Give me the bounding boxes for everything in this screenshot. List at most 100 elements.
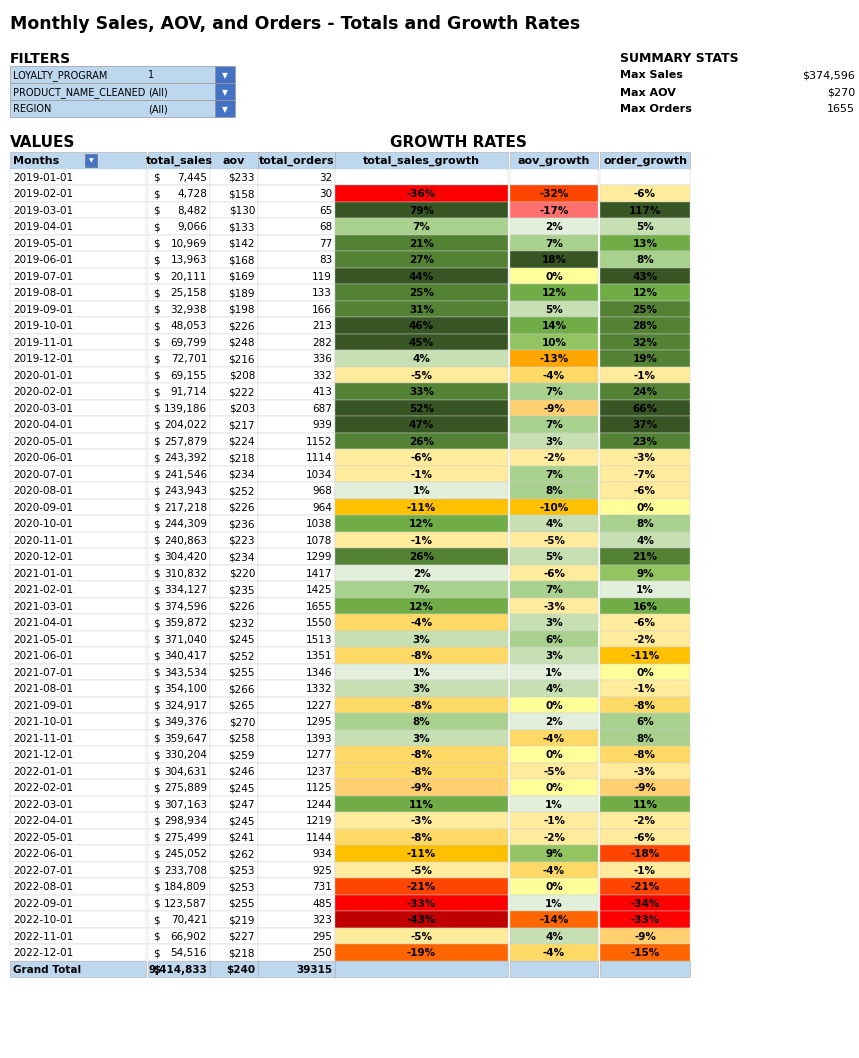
Text: 12%: 12%	[632, 288, 657, 298]
Text: $: $	[153, 487, 160, 496]
Bar	[335, 218, 508, 235]
Bar	[510, 400, 598, 416]
Bar	[510, 811, 598, 828]
Bar	[335, 268, 508, 284]
Bar	[600, 449, 690, 466]
Text: 245,052: 245,052	[164, 850, 207, 859]
Bar	[600, 878, 690, 894]
Bar	[258, 730, 335, 746]
Text: $: $	[153, 850, 160, 859]
Text: $233: $233	[228, 172, 255, 183]
Bar	[148, 201, 210, 218]
Text: 19%: 19%	[632, 354, 657, 364]
Text: 12%: 12%	[409, 602, 434, 612]
Text: -11%: -11%	[407, 503, 436, 513]
Text: $255: $255	[228, 898, 255, 909]
Bar	[148, 746, 210, 763]
Bar	[258, 317, 335, 333]
Text: 2019-10-01: 2019-10-01	[13, 322, 73, 331]
Text: 13%: 13%	[632, 239, 657, 249]
Text: 12%: 12%	[541, 288, 566, 298]
Bar	[335, 811, 508, 828]
Bar	[148, 598, 210, 614]
Bar	[600, 911, 690, 928]
Text: 240,863: 240,863	[164, 535, 207, 546]
Bar	[510, 861, 598, 878]
Text: -1%: -1%	[634, 685, 656, 694]
Bar	[600, 317, 690, 333]
Bar	[600, 647, 690, 663]
Bar	[258, 268, 335, 284]
Text: 8,482: 8,482	[177, 205, 207, 216]
Text: 1346: 1346	[306, 668, 332, 678]
Text: $: $	[153, 535, 160, 546]
Bar	[148, 696, 210, 713]
Bar	[510, 713, 598, 730]
Text: 359,872: 359,872	[164, 618, 207, 628]
Bar	[148, 400, 210, 416]
Text: $: $	[153, 222, 160, 233]
Text: 243,943: 243,943	[164, 487, 207, 496]
Text: 32,938: 32,938	[170, 305, 207, 314]
Text: $: $	[153, 172, 160, 183]
Bar	[215, 83, 235, 101]
Text: $255: $255	[228, 668, 255, 678]
Text: $: $	[153, 552, 160, 562]
Text: -10%: -10%	[539, 503, 569, 513]
Bar	[335, 433, 508, 449]
Text: $219: $219	[228, 915, 255, 926]
Text: 46%: 46%	[409, 322, 434, 331]
Bar	[510, 284, 598, 300]
Bar	[10, 961, 146, 977]
Bar	[335, 746, 508, 763]
Bar	[335, 333, 508, 350]
Bar	[258, 598, 335, 614]
Text: 45%: 45%	[409, 338, 434, 348]
Bar	[210, 168, 258, 185]
Text: ▼: ▼	[222, 105, 228, 114]
Text: 1237: 1237	[306, 767, 332, 777]
Text: Max AOV: Max AOV	[620, 88, 676, 97]
Text: $: $	[153, 882, 160, 892]
Text: -4%: -4%	[411, 618, 433, 628]
Text: 2019-06-01: 2019-06-01	[13, 255, 73, 266]
Text: 1%: 1%	[545, 898, 563, 909]
Bar	[10, 746, 146, 763]
Bar	[335, 317, 508, 333]
Text: $: $	[153, 700, 160, 711]
Text: $: $	[153, 750, 160, 761]
Bar	[335, 498, 508, 515]
Text: 243,392: 243,392	[164, 453, 207, 463]
Text: 2020-07-01: 2020-07-01	[13, 470, 73, 479]
Text: 1%: 1%	[412, 487, 430, 496]
Bar	[600, 300, 690, 317]
Text: -13%: -13%	[539, 354, 569, 364]
Bar	[258, 433, 335, 449]
Text: 8%: 8%	[637, 734, 654, 744]
Text: $: $	[153, 685, 160, 694]
Bar	[10, 400, 146, 416]
Bar	[148, 152, 210, 168]
Bar	[10, 466, 146, 482]
Bar	[600, 845, 690, 861]
Bar	[258, 515, 335, 531]
Text: 1078: 1078	[306, 535, 332, 546]
Text: 2021-09-01: 2021-09-01	[13, 700, 73, 711]
Text: $: $	[153, 767, 160, 777]
Text: (All): (All)	[148, 88, 168, 97]
Bar	[10, 66, 215, 83]
Text: 2021-12-01: 2021-12-01	[13, 750, 73, 761]
Bar	[210, 333, 258, 350]
Text: 687: 687	[312, 404, 332, 414]
Text: 3%: 3%	[412, 734, 430, 744]
Bar	[148, 317, 210, 333]
Text: 8%: 8%	[637, 255, 654, 266]
Bar	[335, 201, 508, 218]
Text: $: $	[153, 717, 160, 727]
Text: -21%: -21%	[631, 882, 660, 892]
Bar	[148, 631, 210, 647]
Text: 2%: 2%	[545, 222, 563, 233]
Text: $: $	[153, 437, 160, 446]
Text: 2021-06-01: 2021-06-01	[13, 652, 73, 661]
Text: $133: $133	[228, 222, 255, 233]
